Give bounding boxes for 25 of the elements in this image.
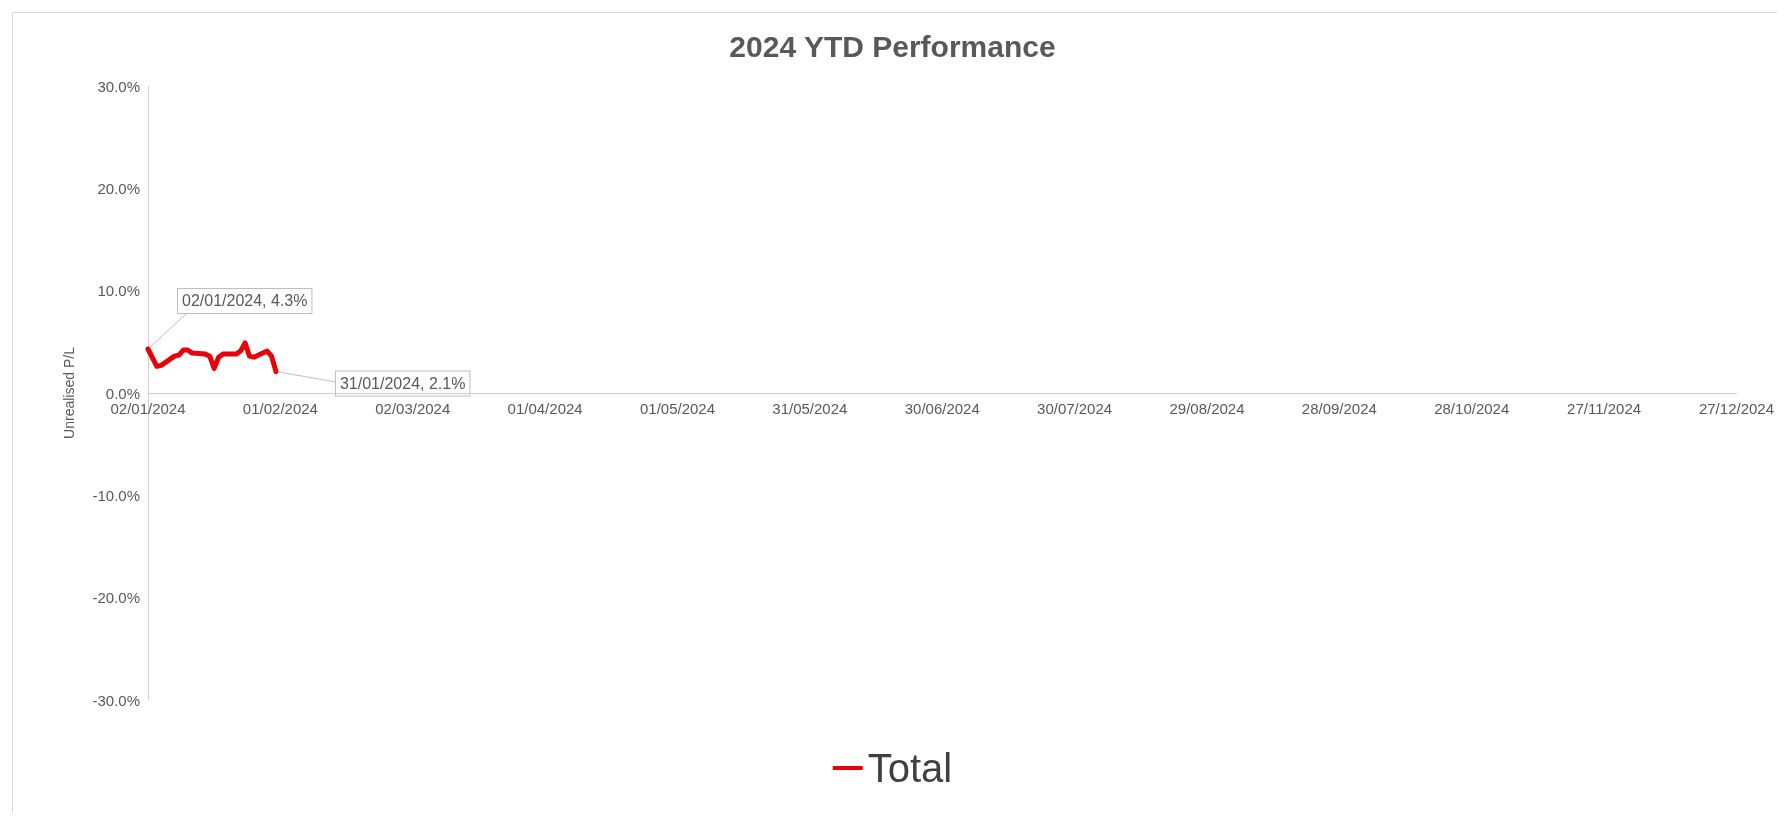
x-tick-label: 28/10/2024 <box>1434 400 1510 417</box>
legend-label: Total <box>867 746 953 790</box>
x-tick-label: 30/07/2024 <box>1037 400 1113 417</box>
y-tick-label: -10.0% <box>92 486 140 504</box>
x-tick-label: 01/04/2024 <box>507 400 583 417</box>
y-axis-title: Unrealised P/L <box>61 346 77 439</box>
x-tick-label: 27/12/2024 <box>1698 400 1774 417</box>
x-tick-label: 31/05/2024 <box>772 400 848 417</box>
chart-title: 2024 YTD Performance <box>729 29 1056 63</box>
y-tick-label: 0.0% <box>105 384 140 402</box>
annotation: 02/01/2024, 4.3% <box>182 292 308 310</box>
x-tick-label: 30/06/2024 <box>904 400 980 417</box>
y-tick-label: 10.0% <box>97 282 140 300</box>
y-tick-label: 20.0% <box>97 179 140 197</box>
annotation: 31/01/2024, 2.1% <box>339 375 466 393</box>
x-tick-label: 27/11/2024 <box>1567 400 1642 417</box>
y-tick-label: -30.0% <box>92 691 140 709</box>
x-tick-label: 28/09/2024 <box>1301 400 1377 417</box>
x-tick-label: 01/05/2024 <box>639 400 716 417</box>
x-tick-label: 29/08/2024 <box>1169 400 1245 417</box>
x-tick-label: 01/02/2024 <box>242 400 318 417</box>
y-tick-label: -20.0% <box>92 589 140 607</box>
x-tick-label: 02/03/2024 <box>375 400 451 417</box>
y-tick-label: 30.0% <box>97 77 140 95</box>
x-tick-label: 02/01/2024 <box>110 400 186 417</box>
